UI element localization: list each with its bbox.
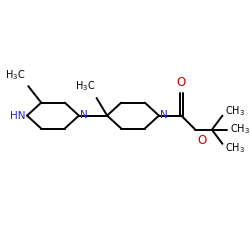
Text: N: N (160, 110, 168, 120)
Text: O: O (197, 134, 206, 147)
Text: CH$_3$: CH$_3$ (225, 141, 245, 155)
Text: HN: HN (10, 110, 26, 120)
Text: N: N (80, 110, 88, 120)
Text: H$_3$C: H$_3$C (5, 68, 25, 82)
Text: O: O (177, 76, 186, 88)
Text: H$_3$C: H$_3$C (75, 80, 95, 93)
Text: CH$_3$: CH$_3$ (230, 122, 250, 136)
Text: CH$_3$: CH$_3$ (225, 104, 245, 118)
